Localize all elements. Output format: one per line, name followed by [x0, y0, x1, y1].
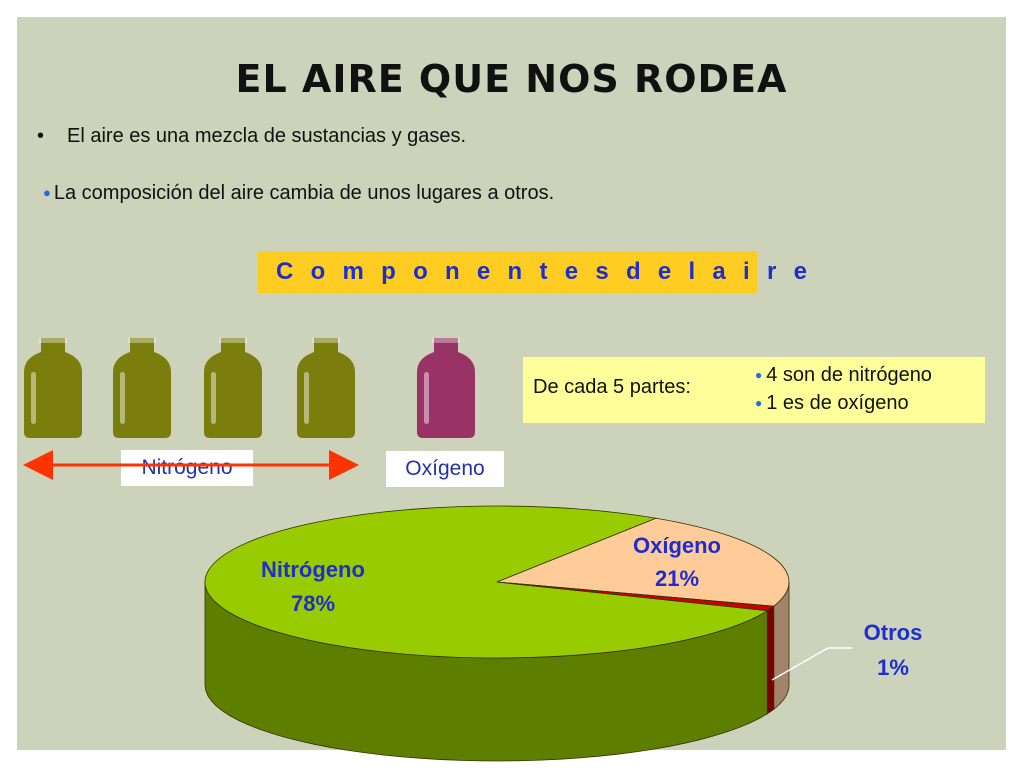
slice-value-nitrogen: 78% [291, 591, 335, 616]
pie-chart [204, 505, 790, 762]
info-box: De cada 5 partes: ● 4 son de nitrógeno ● 1… [523, 357, 985, 423]
slice-label-nitrogen: Nitrógeno [261, 557, 365, 582]
bullet-mixture: • El aire es una mezcla de sustancias y g… [37, 125, 466, 148]
nitrogen-bottle [24, 338, 82, 438]
bullet-composition: ● La composición del aire cambia de unos … [43, 182, 554, 205]
slice-value-oxygen: 21% [655, 566, 699, 591]
pie-slice-nitrogen [204, 505, 769, 659]
others-leader-line [771, 647, 852, 681]
slice-label-others: Otros [864, 620, 923, 645]
info-list: ● 4 son de nitrógeno ● 1 es de oxígeno [755, 361, 932, 417]
pie-side-others [766, 605, 775, 715]
nitrogen-bottle [204, 338, 262, 438]
bullet-text: La composición del aire cambia de unos l… [53, 182, 555, 204]
oxygen-bottle [417, 338, 475, 438]
bullet-dot: ● [43, 185, 51, 200]
info-item-oxygen: ● 1 es de oxígeno [755, 392, 909, 414]
oxygen-bottle-label: Oxígeno [386, 451, 504, 487]
components-heading: C o m p o n e n t e s d e l a i r e [258, 251, 807, 293]
slice-label-oxygen: Oxígeno [633, 533, 721, 558]
pie-slice-oxygen [496, 517, 790, 607]
bullet-text: El aire es una mezcla de sustancias y ga… [67, 125, 467, 147]
nitrogen-bottle [113, 338, 171, 438]
pie-slice-others [496, 581, 775, 612]
info-lead: De cada 5 partes: [533, 376, 691, 398]
slice-value-others: 1% [877, 655, 909, 680]
info-item-nitrogen: ● 4 son de nitrógeno [755, 364, 932, 386]
bullet-dot: • [37, 125, 45, 147]
nitrogen-bottle [297, 338, 355, 438]
page-title: EL AIRE QUE NOS RODEA [235, 57, 788, 101]
